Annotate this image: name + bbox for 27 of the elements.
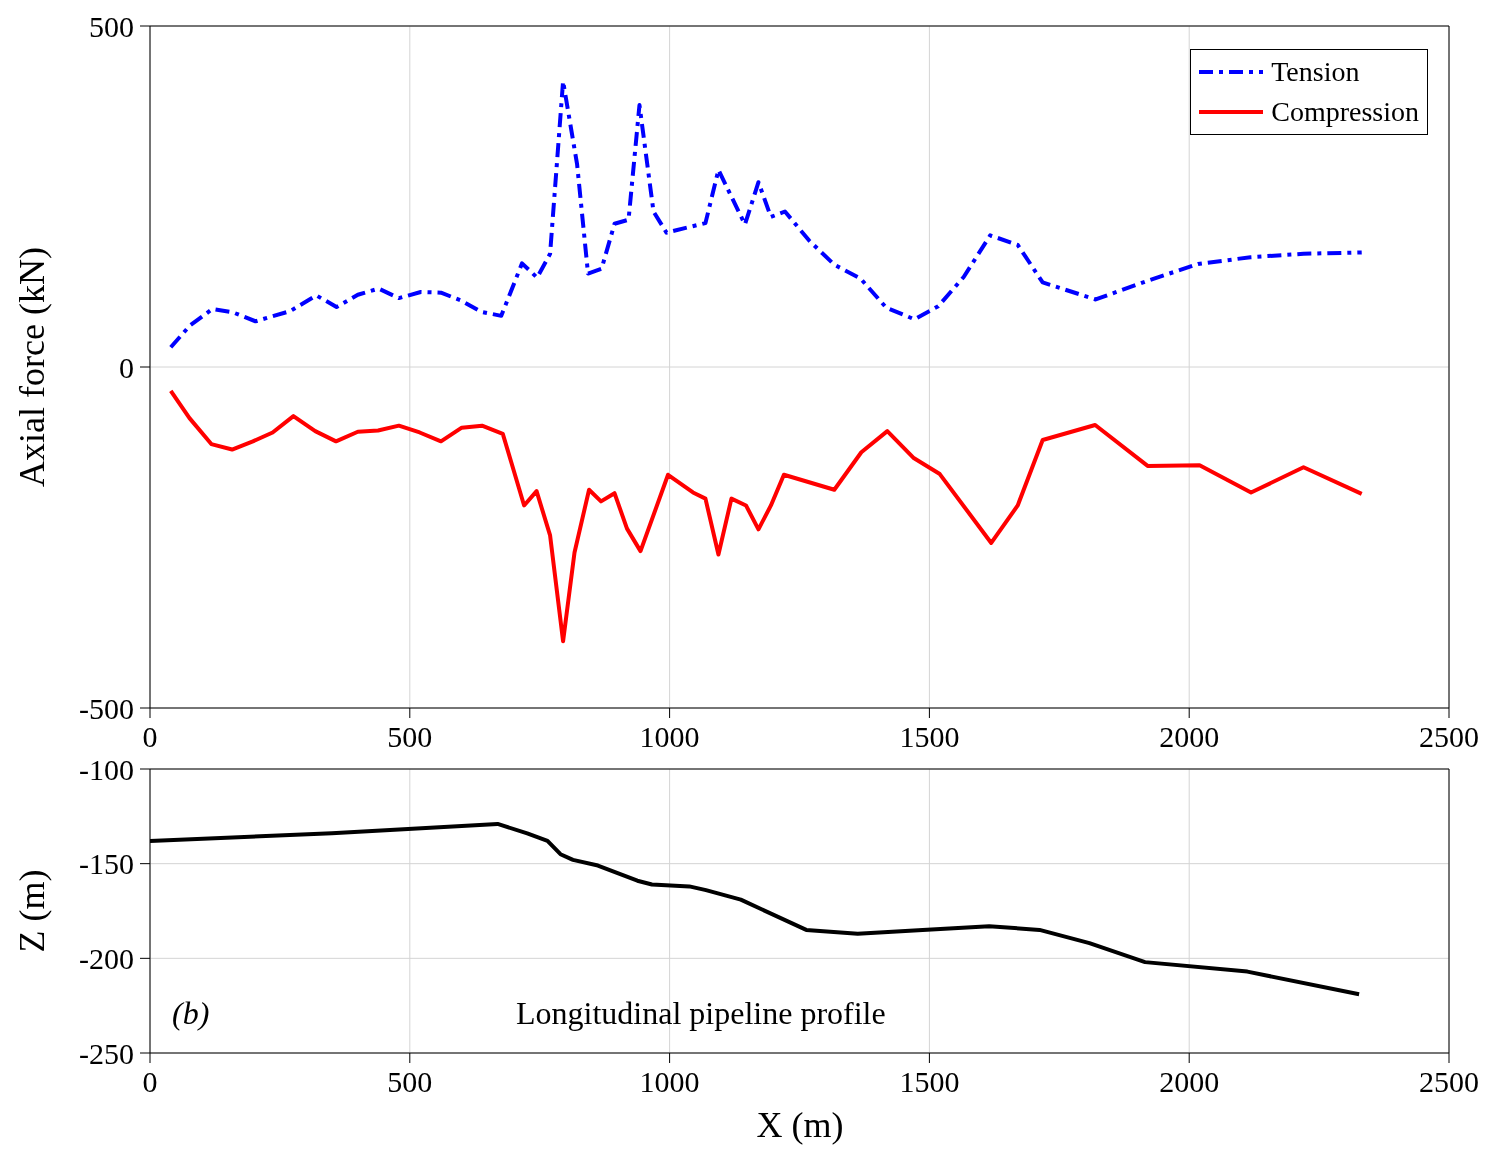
x-tick-label: 1000 (639, 720, 700, 754)
y-tick-label: 500 (89, 9, 134, 43)
y-axis-title: Axial force (kN) (11, 246, 53, 487)
x-tick-label: 2500 (1419, 720, 1479, 754)
x-tick-label: 2000 (1159, 720, 1220, 754)
annotation: (b) (172, 995, 210, 1032)
x-tick-label: 2000 (1159, 1065, 1220, 1099)
legend-label: Compression (1271, 95, 1419, 129)
x-tick-label: 1000 (639, 1065, 700, 1099)
y-tick-label: -150 (79, 847, 134, 881)
x-tick-label: 2500 (1419, 1065, 1479, 1099)
x-tick-label: 500 (387, 720, 433, 754)
y-tick-label: -250 (79, 1036, 134, 1070)
line-series (168, 388, 1364, 644)
y-tick-label: -100 (79, 752, 134, 786)
x-tick-label: 0 (142, 1065, 158, 1099)
y-tick-label: -500 (79, 691, 134, 725)
x-axis-title: X (m) (756, 1104, 844, 1146)
y-axis-title: Z (m) (11, 869, 53, 952)
x-tick-label: 500 (387, 1065, 433, 1099)
x-tick-label: 1500 (899, 1065, 960, 1099)
annotation: Longitudinal pipeline profile (516, 995, 886, 1032)
y-tick-label: 0 (119, 350, 134, 384)
x-tick-label: 1500 (899, 720, 960, 754)
legend-label: Tension (1271, 55, 1360, 89)
x-tick-label: 0 (142, 720, 158, 754)
y-tick-label: -200 (79, 941, 134, 975)
